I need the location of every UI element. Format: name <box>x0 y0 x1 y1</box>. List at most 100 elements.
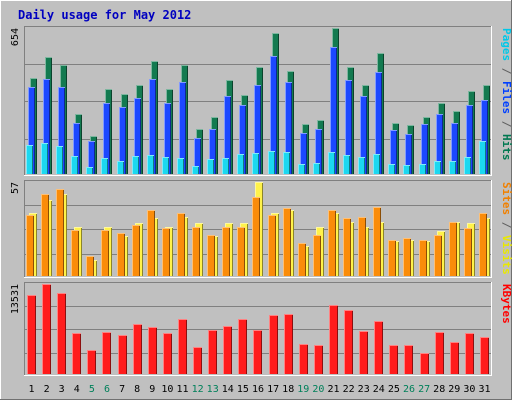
bar-fill <box>358 157 365 174</box>
bar-fill <box>132 156 139 174</box>
x-tick-label: 30 <box>463 384 475 395</box>
x-tick-label: 13 <box>207 384 219 395</box>
bar-fill <box>43 79 50 174</box>
bar-fill <box>71 156 78 174</box>
bar-fill <box>403 165 410 174</box>
bar-fill <box>147 155 154 174</box>
bar-pages-day-19 <box>298 164 305 174</box>
legend-entry: / <box>500 114 512 134</box>
bar-kbytes-day-14 <box>223 326 232 374</box>
x-tick-label: 1 <box>28 384 34 395</box>
bar-kbytes-day-21 <box>329 305 338 374</box>
bar-kbytes-day-19 <box>299 344 308 374</box>
bar-sites-day-1 <box>26 215 34 276</box>
bar-fill <box>466 105 473 174</box>
bar-pages-day-8 <box>132 156 139 174</box>
bar-fill <box>117 161 124 174</box>
bar-kbytes-day-8 <box>133 324 142 374</box>
bar-fill <box>209 129 216 174</box>
bar-kbytes-day-7 <box>118 335 127 374</box>
bar-fill <box>436 114 443 174</box>
bar-pages-day-14 <box>222 158 229 174</box>
bar-fill <box>163 333 172 374</box>
bar-sites-day-5 <box>86 256 94 276</box>
bar-fill <box>177 158 184 174</box>
bar-sites-day-29 <box>449 222 457 276</box>
bar-pages-day-2 <box>41 143 48 174</box>
x-tick-label: 6 <box>104 384 110 395</box>
bar-fill <box>118 335 127 374</box>
bar-fill <box>119 107 126 174</box>
bar-pages-day-7 <box>117 161 124 174</box>
bar-fill <box>298 243 306 276</box>
bar-sites-day-16 <box>252 197 260 276</box>
bar-pages-day-1 <box>26 145 33 174</box>
bar-sites-day-17 <box>268 215 276 276</box>
bar-fill <box>101 158 108 174</box>
x-tick-label: 29 <box>448 384 460 395</box>
bar-kbytes-day-22 <box>344 310 353 374</box>
bar-fill <box>465 333 474 374</box>
bar-fill <box>237 227 245 276</box>
bar-fill <box>285 82 292 174</box>
bar-fill <box>314 345 323 374</box>
bar-fill <box>178 319 187 374</box>
bar-fill <box>88 141 95 174</box>
bar-fill <box>449 161 456 174</box>
bar-kbytes-day-11 <box>178 319 187 374</box>
series-legend: Sites / Visits <box>500 182 512 275</box>
bar-kbytes-day-28 <box>435 332 444 374</box>
bar-fill <box>464 228 472 276</box>
bar-kbytes-day-23 <box>359 331 368 374</box>
bar-fill <box>450 342 459 374</box>
bar-pages-day-31 <box>479 141 486 174</box>
bar-fill <box>101 230 109 276</box>
bar-pages-day-27 <box>419 164 426 174</box>
series-legend: KBytes <box>500 284 512 324</box>
bar-sites-day-28 <box>434 235 442 276</box>
bar-fill <box>283 208 291 276</box>
bar-fill <box>57 293 66 374</box>
bar-fill <box>435 332 444 374</box>
bar-sites-day-4 <box>71 230 79 276</box>
bar-sites-day-2 <box>41 194 49 276</box>
bar-fill <box>73 123 80 174</box>
bar-pages-day-28 <box>434 161 441 174</box>
bar-kbytes-day-15 <box>238 319 247 374</box>
bar-fill <box>420 353 429 374</box>
bar-fill <box>388 164 395 174</box>
bar-pages-day-3 <box>56 146 63 174</box>
x-tick-label: 11 <box>176 384 188 395</box>
bar-pages-day-15 <box>237 154 244 174</box>
bar-fill <box>434 161 441 174</box>
bar-fill <box>28 87 35 174</box>
x-axis-labels: 1 2 3 4 5 6 7 8 9 10 11 12 13 14 15 16 17 18 19 20 21 22 23 24 2… <box>28 384 490 395</box>
bar-kbytes-day-17 <box>269 315 278 374</box>
bar-fill <box>193 347 202 374</box>
bar-pages-day-11 <box>177 158 184 174</box>
bar-fill <box>405 134 412 174</box>
bar-kbytes-day-1 <box>27 295 36 374</box>
x-tick-label: 31 <box>478 384 490 395</box>
bar-fill <box>252 197 260 276</box>
x-tick-label: 2 <box>44 384 50 395</box>
y-max-label: 13531 <box>10 284 21 314</box>
bar-kbytes-day-10 <box>163 333 172 374</box>
x-tick-label: 3 <box>59 384 65 395</box>
bar-sites-day-6 <box>101 230 109 276</box>
bar-sites-day-30 <box>464 228 472 276</box>
chart-panels: 654 Pages / Files / Hits 57 Sites / Visits 1… <box>10 26 512 376</box>
bar-sites-day-14 <box>222 227 230 276</box>
bar-fill <box>42 284 51 374</box>
x-tick-label: 5 <box>89 384 95 395</box>
bar-fill <box>359 331 368 374</box>
bar-fill <box>207 235 215 276</box>
bar-fill <box>194 138 201 174</box>
bar-fill <box>268 151 275 174</box>
bar-fill <box>345 80 352 174</box>
bar-pages-day-10 <box>162 157 169 174</box>
x-tick-label: 12 <box>192 384 204 395</box>
bar-fill <box>192 166 199 174</box>
x-tick-label: 16 <box>252 384 264 395</box>
x-tick-label: 10 <box>161 384 173 395</box>
